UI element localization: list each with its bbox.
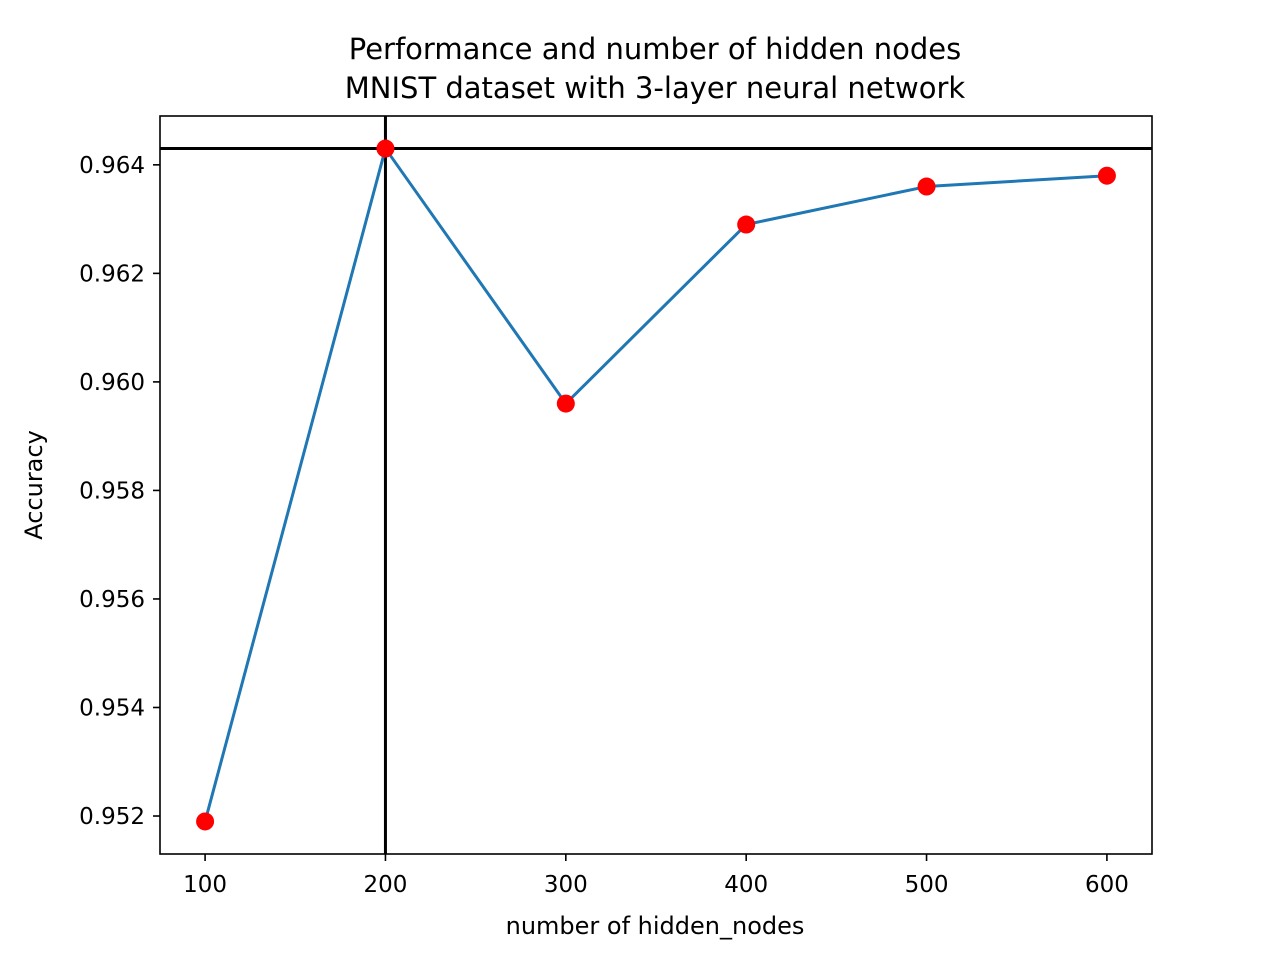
chart-title-line-1: Performance and number of hidden nodes — [349, 32, 962, 66]
x-axis-label: number of hidden_nodes — [506, 912, 805, 940]
x-axis: 100 200 300 400 500 600 — [183, 854, 1129, 898]
x-tick-label: 200 — [364, 872, 408, 898]
x-tick-label: 500 — [905, 872, 949, 898]
y-axis-label: Accuracy — [20, 430, 48, 540]
x-tick-label: 300 — [544, 872, 588, 898]
y-tick-label: 0.958 — [79, 478, 145, 504]
y-tick-label: 0.954 — [79, 695, 145, 721]
x-tick-label: 600 — [1085, 872, 1129, 898]
y-tick-label: 0.964 — [79, 153, 145, 179]
y-tick-label: 0.952 — [79, 804, 145, 830]
data-point — [376, 139, 395, 158]
chart-title-line-2: MNIST dataset with 3-layer neural networ… — [345, 71, 966, 105]
x-tick-label: 400 — [724, 872, 768, 898]
data-point — [1097, 166, 1116, 185]
y-axis: 0.952 0.954 0.956 0.958 0.960 0.962 0.964 — [79, 153, 160, 830]
plot-area — [159, 115, 1153, 855]
series-line — [203, 147, 1107, 822]
data-point — [196, 812, 215, 831]
y-tick-label: 0.960 — [79, 370, 145, 396]
data-point — [917, 177, 936, 196]
x-tick-label: 100 — [183, 872, 227, 898]
y-tick-label: 0.962 — [79, 261, 145, 287]
axes-frame — [159, 115, 1153, 855]
data-point — [737, 215, 756, 234]
data-point — [556, 394, 575, 413]
y-tick-label: 0.956 — [79, 587, 145, 613]
